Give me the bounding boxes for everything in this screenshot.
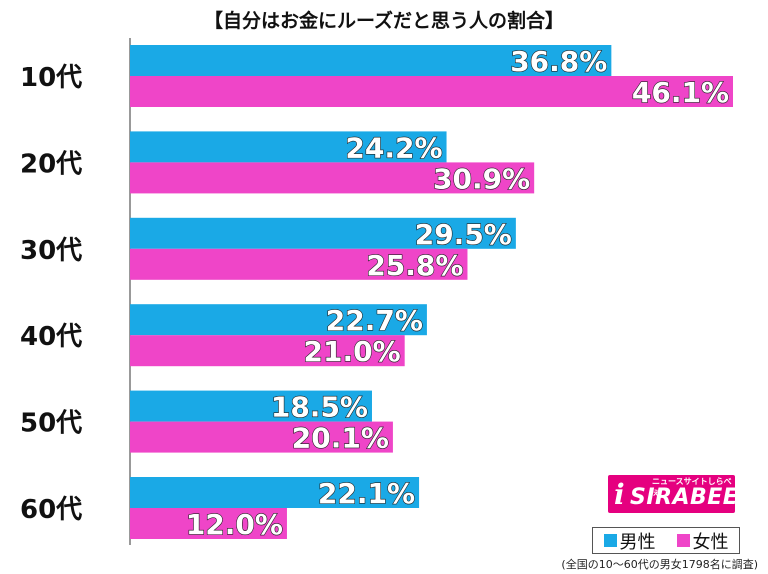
bar-female (130, 162, 535, 194)
bar-value-label-male: 22.1% (318, 477, 415, 510)
category-label: 20代 (20, 149, 82, 179)
bar-male (130, 304, 427, 336)
bars-layer: 10代 36.8% 46.1% 20代 24.2%30.9% 30代 29.5%25.8% 4… (20, 44, 733, 542)
bar-female (130, 248, 468, 280)
bar-female (130, 76, 733, 107)
category-label: 40代 (20, 322, 82, 352)
category-label: 60代 (20, 495, 82, 525)
legend-swatch-male (603, 534, 617, 547)
bar-female (130, 508, 287, 539)
bar-value-label-male: 24.2% (345, 131, 442, 164)
legend-swatch-female (676, 534, 690, 547)
bar-value-label-female: 25.8% (366, 249, 463, 282)
bar-male (130, 131, 447, 163)
legend-label-female: 女性 (692, 531, 729, 553)
legend: 男性 女性 (592, 527, 740, 554)
bar-male (130, 217, 516, 249)
bar-value-label-female: 20.1% (292, 422, 389, 455)
logo-tagline: ニュースサイトしらべぇ (652, 477, 732, 497)
legend-item-male: 男性 (603, 528, 656, 554)
category-label: 10代 (20, 63, 82, 93)
bar-female (130, 335, 405, 367)
bar-value-label-female: 21.0% (304, 335, 401, 368)
category-label: 30代 (20, 236, 82, 266)
legend-item-female: 女性 (676, 528, 729, 554)
logo-name: SIRABEE (630, 485, 735, 510)
bar-value-label-male: 36.8% (510, 45, 607, 78)
bar-male (130, 390, 372, 422)
bar-value-label-male: 18.5% (271, 391, 368, 424)
bar-value-label-male: 22.7% (326, 304, 423, 337)
chart-title: 【自分はお金にルーズだと思う人の割合】 (203, 10, 565, 32)
bar-male (130, 45, 612, 76)
sirabee-logo: i ニュースサイトしらべぇ SIRABEE (608, 475, 735, 513)
bar-value-label-female: 30.9% (433, 162, 530, 195)
bar-value-label-male: 29.5% (415, 218, 512, 251)
footnote: (全国の10～60代の男女1798名に調査) (561, 558, 758, 571)
bar-male (130, 477, 420, 508)
bar-value-label-female: 46.1% (632, 76, 729, 109)
category-label: 50代 (20, 409, 82, 439)
legend-label-male: 男性 (619, 531, 656, 553)
bar-value-label-female: 12.0% (186, 508, 283, 541)
bar-female (130, 421, 393, 453)
logo-mark: i (614, 478, 625, 511)
